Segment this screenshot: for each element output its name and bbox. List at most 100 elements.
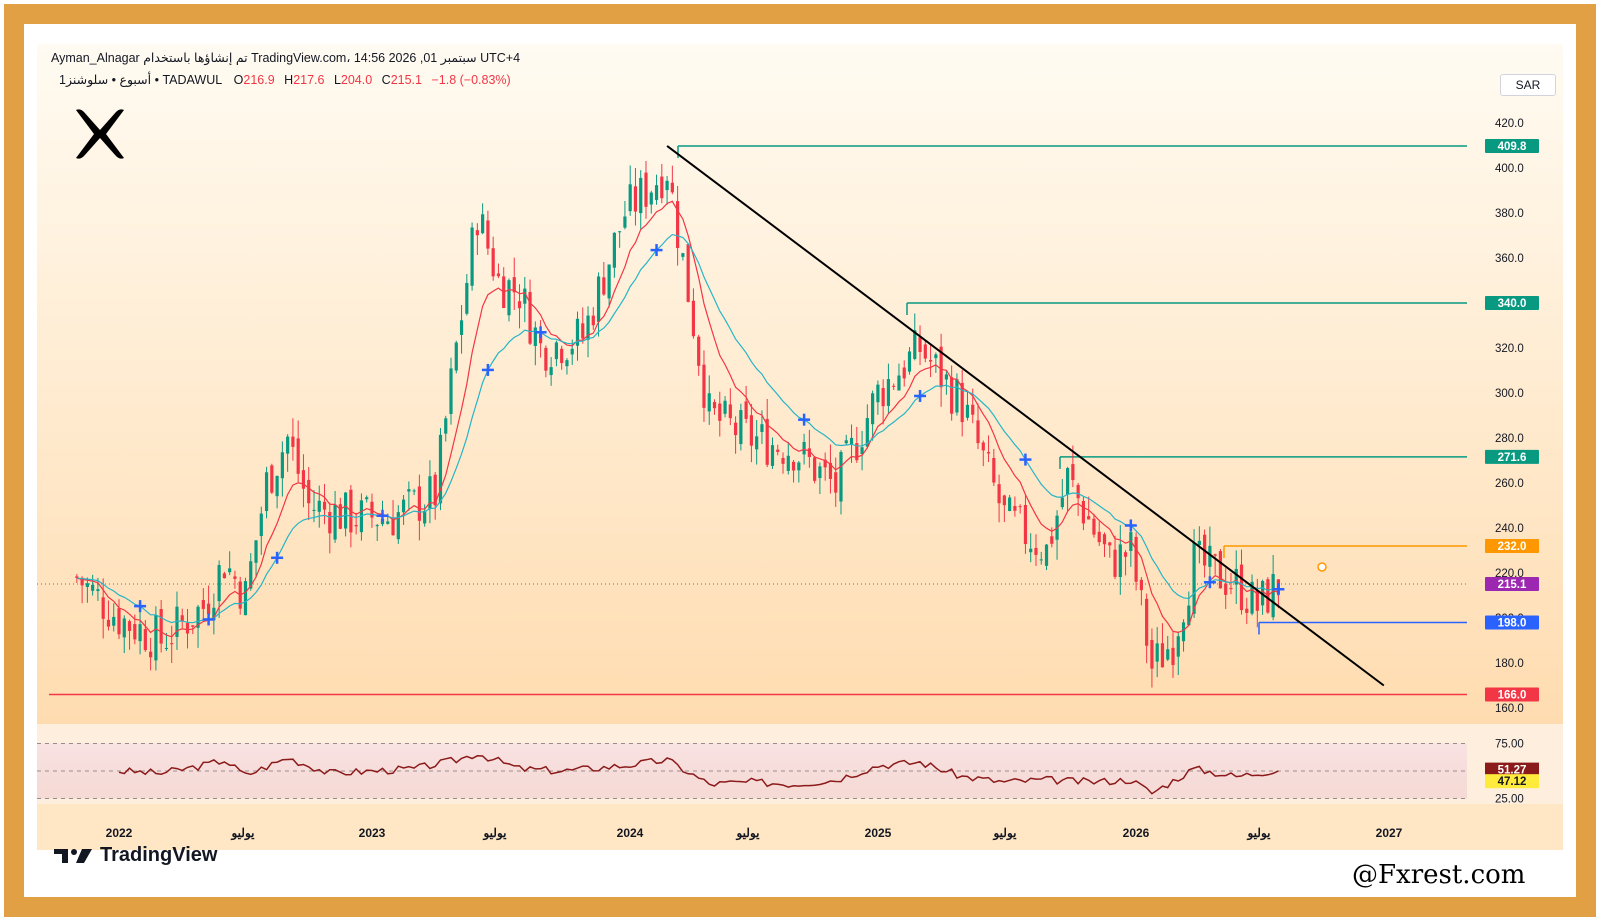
- low-label: L: [333, 73, 341, 87]
- candle-body: [1208, 545, 1212, 567]
- candle-body: [755, 436, 759, 450]
- candle-body: [570, 348, 574, 355]
- candle-body: [849, 437, 854, 445]
- candle-body: [512, 277, 516, 293]
- candle-body: [417, 486, 421, 521]
- cross-marker-icon: [798, 413, 811, 426]
- candle-body: [707, 393, 711, 412]
- level-price-label-bg: [1485, 138, 1539, 153]
- high-value: 217.6: [293, 73, 325, 87]
- candle-body: [344, 492, 348, 529]
- candle-body: [228, 568, 232, 573]
- candle-body: [913, 330, 917, 359]
- candle-body: [1002, 495, 1006, 506]
- candle-body: [475, 230, 479, 236]
- level-price-label: 215.1: [1498, 579, 1527, 591]
- candle-body: [1097, 531, 1101, 543]
- watermark-text: @Fxrest.com: [1352, 860, 1526, 890]
- candle-body: [944, 374, 948, 380]
- close-value: 215.1: [390, 73, 422, 87]
- candle-body: [813, 457, 817, 481]
- candle-body: [1071, 464, 1075, 481]
- tradingview-brand[interactable]: TradingView: [54, 844, 217, 867]
- rsi-value-label-bg: [1485, 762, 1539, 777]
- candle-body: [117, 608, 121, 635]
- rsi-value-label: 47.12: [1498, 776, 1527, 788]
- candle-body: [444, 418, 448, 434]
- candle-body: [1134, 536, 1138, 582]
- cross-marker-icon: [534, 326, 547, 339]
- chart-pane[interactable]: 420.0 400.0 380.0 360.0 340.0 320.0 300.0 280.0…: [37, 44, 1563, 864]
- candle-body: [296, 438, 300, 474]
- candle-body: [1008, 497, 1012, 511]
- price-tick-label: 160.0: [1495, 703, 1524, 715]
- time-axis-label: يوليو: [735, 826, 760, 841]
- tradingview-wordmark: TradingView: [100, 844, 218, 866]
- cross-markers: [134, 244, 1285, 626]
- candle-body: [575, 318, 580, 346]
- candle-body: [1039, 559, 1043, 561]
- candle-body: [776, 449, 780, 452]
- trendline-group[interactable]: [666, 145, 1385, 687]
- candle-body: [965, 404, 970, 418]
- candle-body: [486, 220, 490, 249]
- candle-body: [338, 504, 342, 529]
- level-price-label: 232.0: [1498, 541, 1527, 553]
- candle-body: [818, 466, 822, 479]
- candle-body: [986, 452, 991, 454]
- time-axis-label: يوليو: [992, 826, 1017, 841]
- candle-body: [164, 647, 169, 649]
- candle-body: [470, 227, 474, 286]
- candle-body: [270, 465, 274, 493]
- candle-body: [786, 455, 790, 471]
- candle-body: [533, 327, 537, 347]
- descending-trendline: [666, 145, 1385, 687]
- candle-body: [544, 347, 548, 371]
- candle-body: [596, 276, 601, 322]
- candle-body: [565, 360, 569, 367]
- price-tick-label: 220.0: [1495, 568, 1524, 580]
- cross-marker-icon: [376, 509, 389, 522]
- candle-body: [106, 619, 111, 627]
- candle-body: [1076, 484, 1080, 499]
- candle-body: [481, 214, 485, 234]
- candle-body: [644, 172, 648, 207]
- rsi-tick-label: 75.00: [1495, 739, 1524, 751]
- candle-body: [971, 404, 975, 415]
- candle-body: [496, 273, 501, 277]
- cross-marker-icon: [134, 600, 147, 613]
- candle-body: [280, 452, 284, 479]
- candle-body: [860, 447, 864, 455]
- price-area-bg: [37, 44, 1563, 724]
- level-price-label-bg: [1485, 615, 1539, 630]
- time-axis-label: يوليو: [230, 826, 255, 841]
- candle-body: [1192, 542, 1196, 614]
- candle-body: [423, 510, 427, 524]
- time-axis-label: يوليو: [1246, 826, 1271, 841]
- candle-body: [180, 615, 184, 621]
- candle-body: [1255, 590, 1259, 611]
- close-label: C: [381, 73, 391, 87]
- currency-button[interactable]: SAR: [1500, 74, 1556, 96]
- price-tick-label: 240.0: [1495, 523, 1524, 535]
- candle-body: [1181, 622, 1186, 642]
- level-price-label-bg: [1485, 449, 1539, 464]
- candle-body: [1102, 534, 1107, 545]
- chart-svg[interactable]: 420.0 400.0 380.0 360.0 340.0 320.0 300.0 280.0…: [37, 44, 1563, 864]
- candle-body: [649, 192, 653, 205]
- candle-body: [1176, 636, 1180, 657]
- candle-body: [654, 185, 659, 200]
- candle-body: [633, 186, 638, 212]
- candle-body: [1224, 583, 1228, 595]
- candle-body: [1113, 549, 1117, 577]
- time-axis[interactable]: 2022 يوليو 2023 يوليو 2024 يوليو 2025 يوليو 2026…: [106, 826, 1403, 841]
- candle-body: [254, 540, 258, 563]
- candle-body: [249, 561, 253, 589]
- candle-body: [928, 360, 933, 362]
- candle-body: [1239, 564, 1244, 611]
- candle-body: [1013, 506, 1017, 511]
- time-axis-label: 2022: [106, 826, 133, 840]
- candle-body: [222, 573, 226, 579]
- candle-body: [1245, 608, 1249, 613]
- ema-fast-line: [76, 200, 1279, 638]
